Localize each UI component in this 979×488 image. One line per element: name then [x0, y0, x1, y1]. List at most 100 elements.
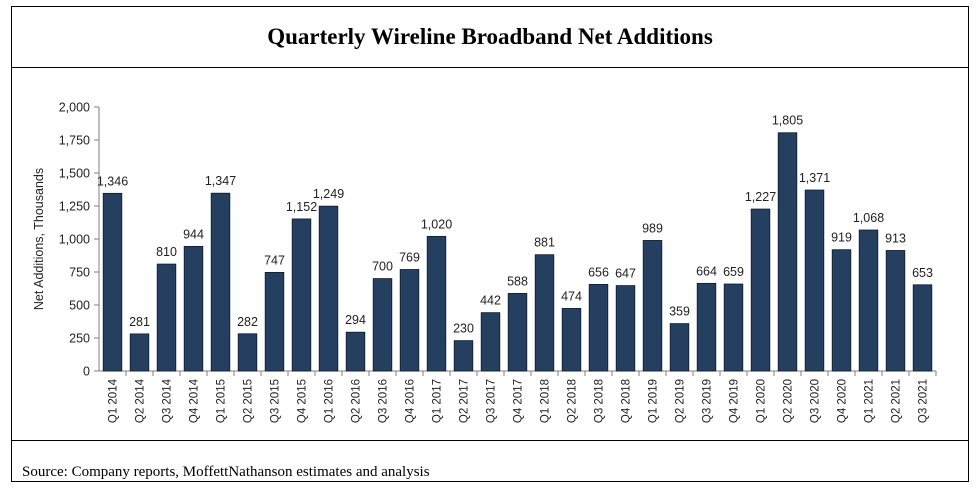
y-tick-label: 750 — [69, 266, 90, 280]
bar — [102, 192, 123, 372]
data-label: 282 — [237, 315, 258, 329]
data-label: 1,152 — [286, 200, 317, 214]
x-tick-label: Q4 2019 — [729, 379, 741, 423]
data-label: 474 — [561, 289, 582, 303]
bar — [831, 249, 852, 372]
bar — [642, 240, 663, 372]
bar — [129, 333, 150, 372]
bar — [318, 205, 339, 372]
bar — [804, 189, 825, 372]
data-label: 913 — [885, 231, 906, 245]
data-label: 881 — [534, 236, 555, 250]
data-label: 919 — [831, 231, 852, 245]
bar — [345, 331, 366, 372]
bar — [885, 250, 906, 372]
bar — [912, 284, 933, 372]
data-label: 1,346 — [97, 174, 128, 188]
data-label: 664 — [696, 264, 717, 278]
data-label: 944 — [183, 227, 204, 241]
data-label: 769 — [399, 250, 420, 264]
x-tick-label: Q3 2019 — [702, 379, 714, 423]
x-tick-label: Q3 2021 — [918, 379, 930, 423]
bar — [372, 278, 393, 372]
x-tick-label: Q1 2020 — [756, 379, 768, 423]
bar — [561, 308, 582, 372]
x-tick-label: Q2 2019 — [675, 379, 687, 423]
x-tick-label: Q2 2020 — [783, 379, 795, 423]
bar — [534, 254, 555, 372]
data-label: 1,020 — [421, 217, 452, 231]
x-tick-label: Q4 2018 — [621, 379, 633, 423]
bar — [615, 285, 636, 372]
x-tick-label: Q1 2014 — [108, 378, 120, 423]
x-tick-label: Q2 2021 — [891, 379, 903, 423]
y-tick-label: 2,000 — [59, 101, 90, 115]
x-tick-label: Q3 2020 — [810, 379, 822, 423]
x-tick-label: Q1 2018 — [540, 379, 552, 423]
x-tick-label: Q3 2014 — [162, 378, 174, 423]
x-tick-label: Q4 2020 — [837, 379, 849, 423]
bar — [669, 323, 690, 372]
bar — [507, 292, 528, 372]
data-label: 1,227 — [745, 190, 776, 204]
data-label: 230 — [453, 322, 474, 336]
bar-chart: 0 250 500 750 1,000 1,250 1,500 1,750 2,000 Net A… — [32, 101, 937, 423]
data-label: 442 — [480, 294, 501, 308]
bar — [696, 282, 717, 372]
x-tick-label: Q2 2015 — [243, 379, 255, 423]
data-label: 656 — [588, 265, 609, 279]
y-tick-label: 500 — [69, 299, 90, 313]
bar — [264, 271, 285, 372]
bar — [426, 235, 447, 372]
bar — [291, 218, 312, 372]
data-label: 294 — [345, 313, 366, 327]
bar — [723, 283, 744, 372]
data-label: 359 — [669, 305, 690, 319]
data-label: 1,249 — [313, 187, 344, 201]
y-tick-label: 1,000 — [59, 233, 90, 247]
y-axis-title: Net Additions, Thousands — [32, 168, 46, 310]
bar — [858, 229, 879, 372]
y-tick-label: 1,500 — [59, 167, 90, 181]
data-label: 1,068 — [853, 211, 884, 225]
data-label: 989 — [642, 221, 663, 235]
x-tick-label: Q3 2015 — [270, 379, 282, 423]
data-label: 653 — [912, 266, 933, 280]
x-tick-label: Q4 2017 — [513, 379, 525, 423]
data-label: 1,805 — [772, 114, 803, 128]
data-label: 281 — [129, 315, 150, 329]
data-label: 647 — [615, 267, 636, 281]
y-tick-label: 250 — [69, 332, 90, 346]
x-tick-label: Q3 2018 — [594, 379, 606, 423]
x-tick-label: Q1 2021 — [864, 379, 876, 423]
data-label: 659 — [723, 265, 744, 279]
bar — [399, 269, 420, 372]
data-label: 747 — [264, 253, 285, 267]
data-label: 588 — [507, 274, 528, 288]
bar — [237, 333, 258, 372]
bar — [210, 192, 231, 372]
x-tick-label: Q4 2014 — [189, 378, 201, 423]
source-row: Source: Company reports, MoffettNathanso… — [12, 440, 968, 481]
x-tick-label: Q1 2017 — [432, 379, 444, 423]
x-tick-label: Q4 2015 — [297, 379, 309, 423]
x-tick-label: Q1 2019 — [648, 379, 660, 423]
bar — [480, 312, 501, 372]
x-tick-label: Q1 2015 — [216, 379, 228, 423]
chart-title: Quarterly Wireline Broadband Net Additio… — [267, 24, 713, 49]
x-tick-label: Q2 2014 — [135, 378, 147, 423]
data-label: 810 — [156, 245, 177, 259]
source-note: Source: Company reports, MoffettNathanso… — [22, 464, 430, 480]
x-tick-label: Q2 2016 — [351, 379, 363, 423]
x-tick-label: Q3 2016 — [378, 379, 390, 423]
y-tick-label: 0 — [83, 365, 90, 379]
data-label: 1,347 — [205, 174, 236, 188]
bar — [588, 284, 609, 372]
bar — [453, 340, 474, 372]
data-label: 1,371 — [799, 171, 830, 185]
bar — [777, 132, 798, 372]
x-tick-label: Q2 2017 — [459, 379, 471, 423]
x-tick-label: Q4 2016 — [405, 379, 417, 423]
bar — [750, 208, 771, 372]
data-label: 700 — [372, 260, 393, 274]
